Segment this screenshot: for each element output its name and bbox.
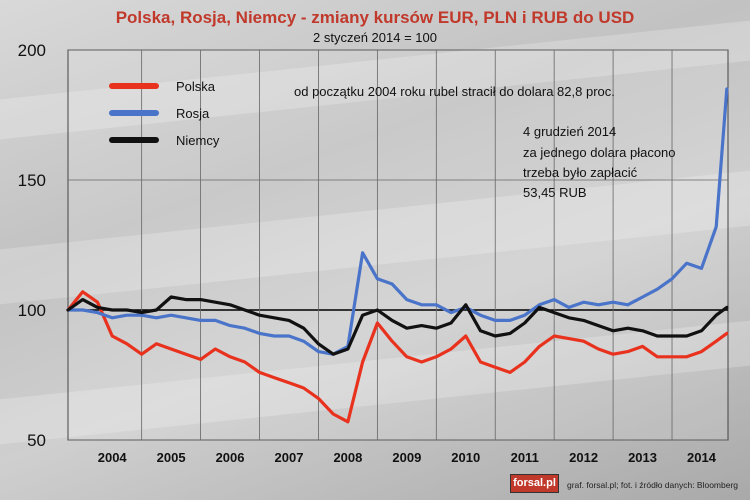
x-tick-label: 2004 <box>98 450 128 465</box>
y-tick-label: 200 <box>18 41 46 60</box>
x-tick-label: 2011 <box>511 450 539 465</box>
chart-subtitle: 2 styczeń 2014 = 100 <box>313 30 437 45</box>
x-tick-label: 2012 <box>569 450 598 465</box>
series-line-rosja <box>66 87 729 356</box>
annotation-rubel: od początku 2004 roku rubel stracił do d… <box>294 84 615 99</box>
x-tick-label: 2008 <box>333 450 362 465</box>
x-tick-label: 2007 <box>275 450 304 465</box>
x-tick-label: 2014 <box>687 450 717 465</box>
x-tick-label: 2013 <box>628 450 657 465</box>
x-tick-label: 2009 <box>392 450 421 465</box>
plot-area <box>67 49 729 441</box>
legend-label-rosja: Rosja <box>176 106 210 121</box>
legend-label-polska: Polska <box>176 79 216 94</box>
brand-logo: forsal.pl <box>510 474 559 493</box>
y-tick-label: 50 <box>27 431 46 450</box>
x-tick-label: 2006 <box>216 450 245 465</box>
x-tick-label: 2010 <box>451 450 480 465</box>
y-tick-label: 150 <box>18 171 46 190</box>
annotation-line-2: za jednego dolara płacono <box>523 145 676 160</box>
legend-label-niemcy: Niemcy <box>176 133 220 148</box>
annotation-value: 53,45 RUB <box>523 185 587 200</box>
series-line-polska <box>66 290 729 424</box>
annotation-line-3: trzeba było zapłacić <box>523 165 638 180</box>
chart-title: Polska, Rosja, Niemcy - zmiany kursów EU… <box>115 8 635 27</box>
annotation-date: 4 grudzień 2014 <box>523 124 617 139</box>
x-tick-label: 2005 <box>157 450 186 465</box>
source-credit: graf. forsal.pl; fot. i źródło danych: B… <box>567 480 739 490</box>
series-line-niemcy <box>66 295 729 356</box>
y-tick-label: 100 <box>18 301 46 320</box>
